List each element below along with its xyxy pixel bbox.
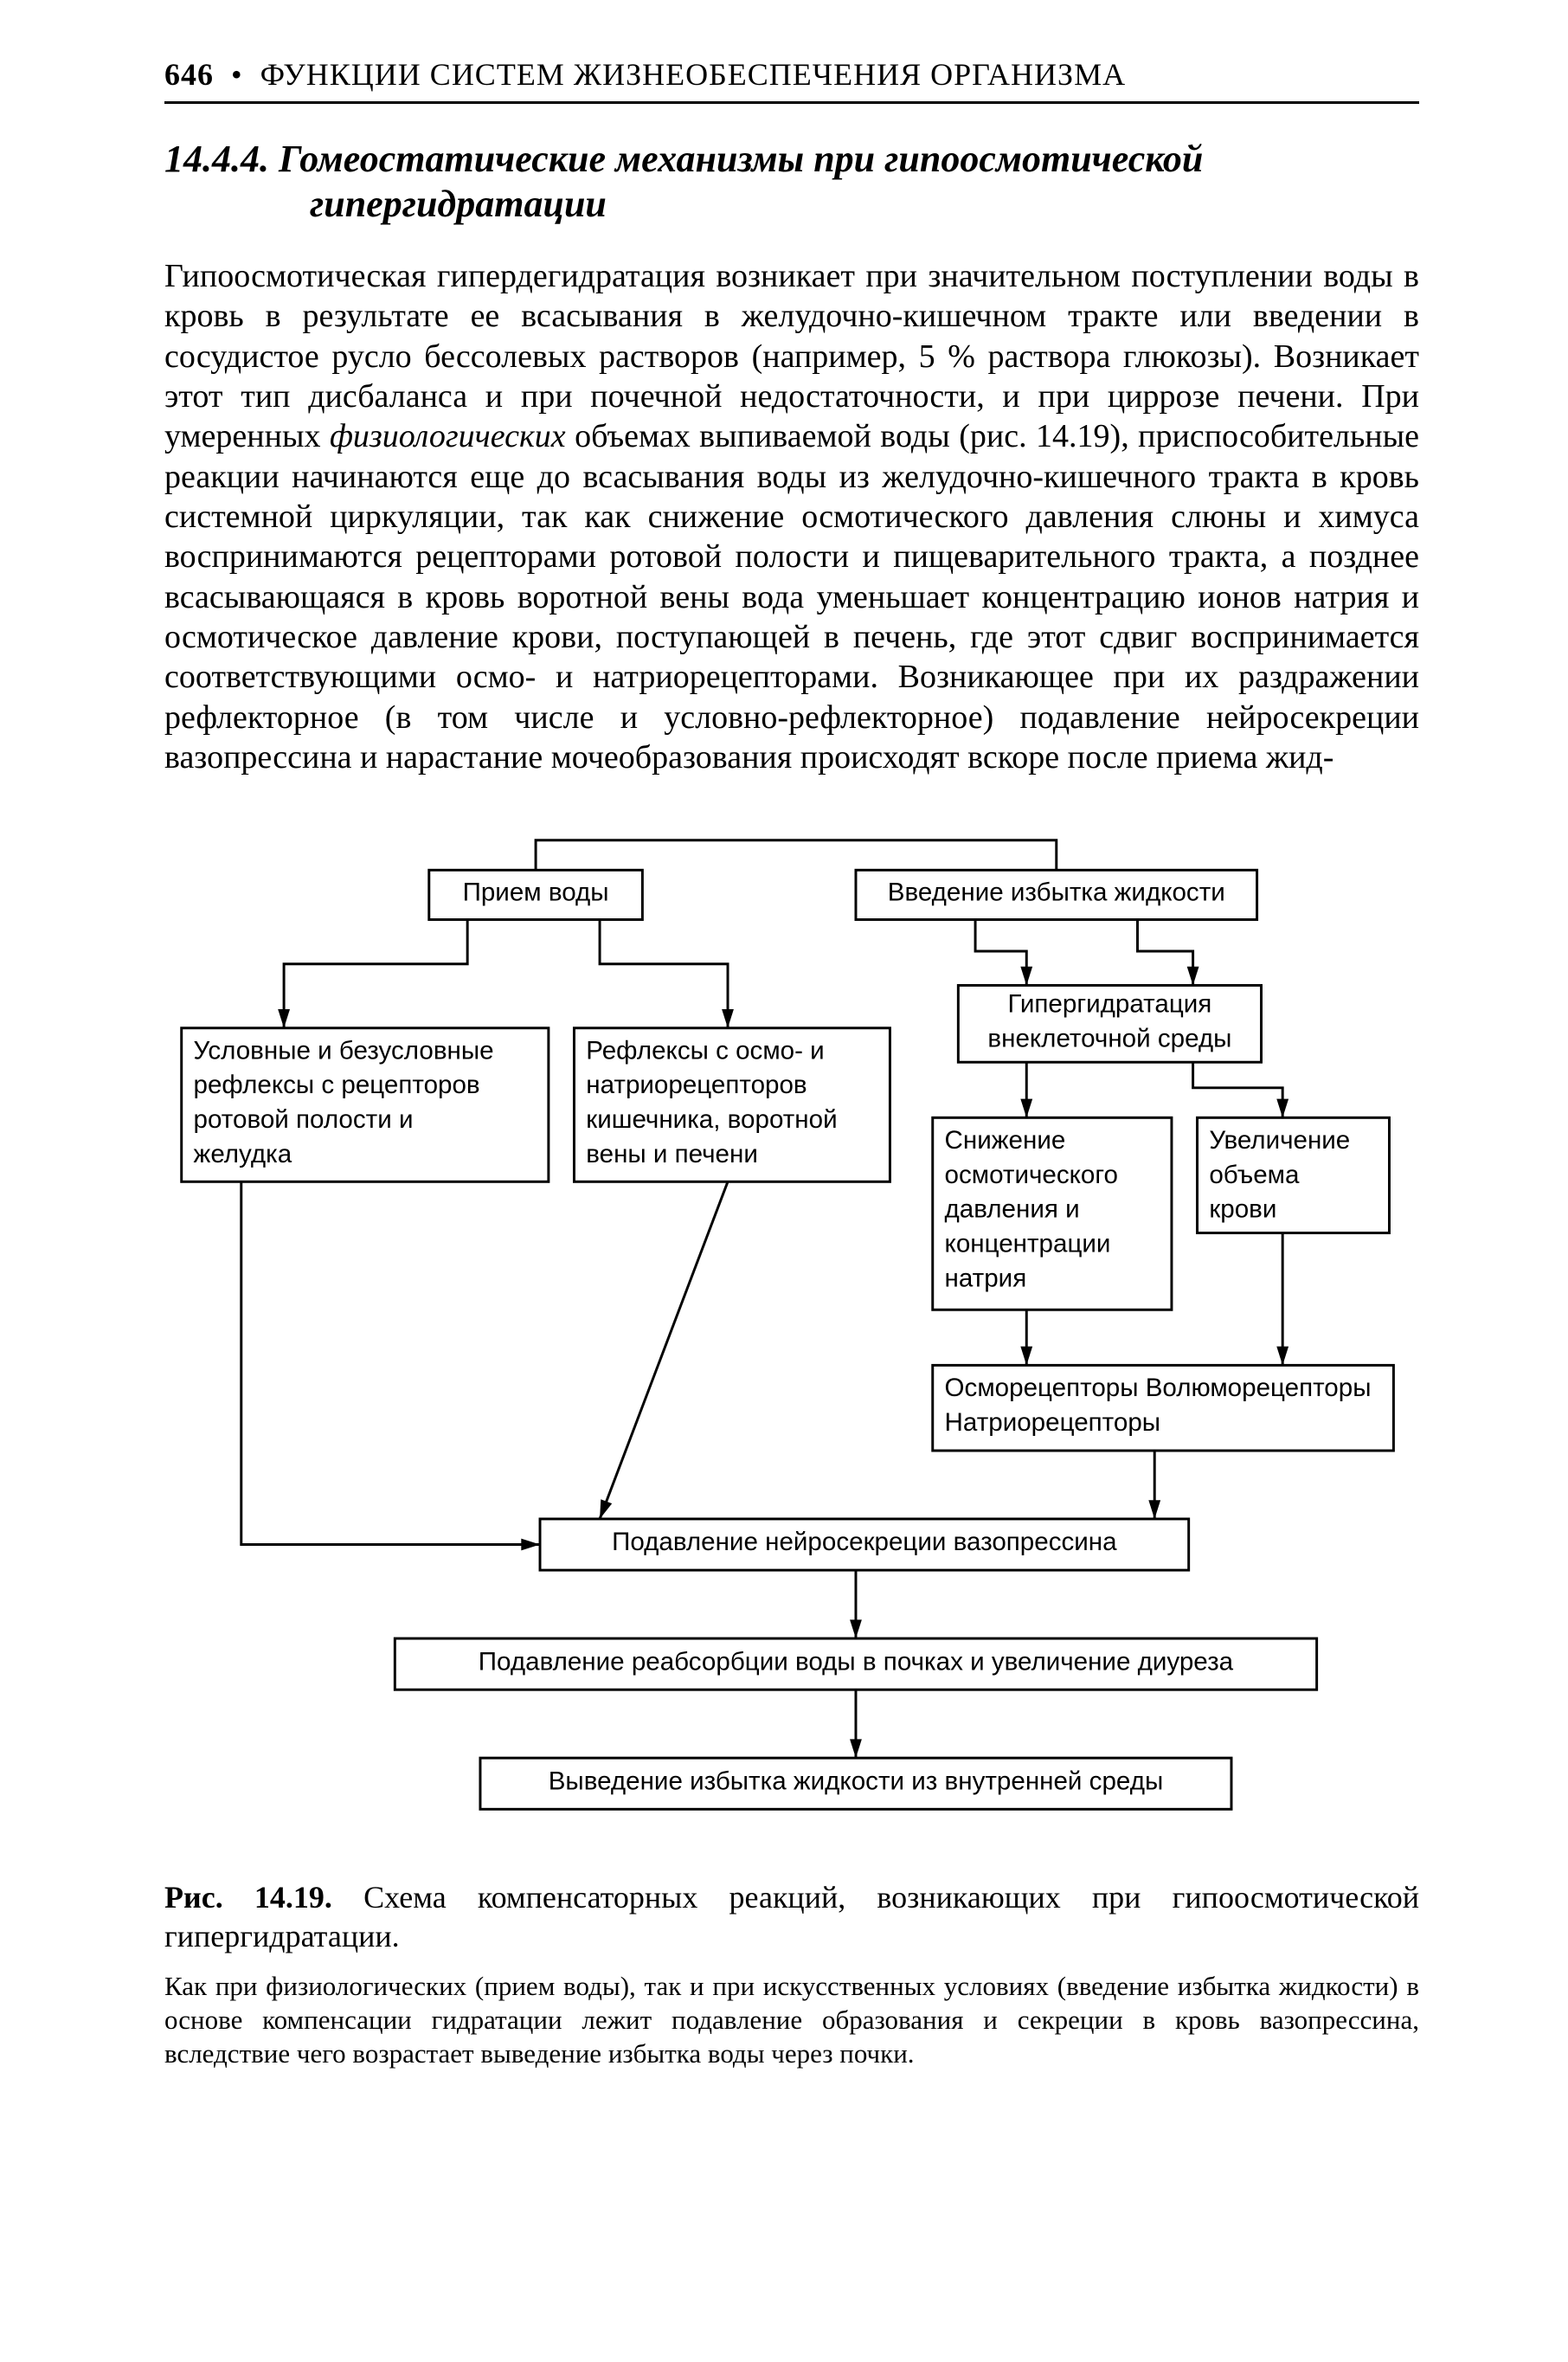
flow-node-label: натрия bbox=[945, 1265, 1027, 1293]
flow-node-label: Рефлексы с осмо- и bbox=[586, 1037, 824, 1065]
section-title-line2: гипергидратации bbox=[164, 182, 1419, 227]
flow-node-label: Подавление реабсорбции воды в почках и у… bbox=[479, 1648, 1234, 1677]
arrowhead-icon bbox=[1020, 1347, 1032, 1366]
flow-node-label: объема bbox=[1209, 1161, 1300, 1189]
flow-node-n2: Введение избытка жидкости bbox=[856, 871, 1257, 920]
figure-label: Рис. 14.19. bbox=[164, 1880, 332, 1915]
arrowhead-icon bbox=[600, 1500, 612, 1520]
flow-node-n6: Снижение осмотического давления и концентра… bbox=[933, 1118, 1172, 1310]
arrowhead-icon bbox=[521, 1539, 540, 1551]
arrowhead-icon bbox=[1276, 1099, 1288, 1118]
flow-edge bbox=[1193, 1063, 1283, 1118]
arrowhead-icon bbox=[1020, 1099, 1032, 1118]
flow-node-label: Увеличение bbox=[1209, 1126, 1350, 1155]
flow-node-n9: Подавление нейросекреции вазопрессина bbox=[540, 1519, 1189, 1570]
flow-node-label: Натриорецепторы bbox=[945, 1408, 1160, 1437]
flow-node-label: Выведение избытка жидкости из внутренней… bbox=[549, 1767, 1164, 1796]
figure-note-text: Как при физиологических (прием воды), та… bbox=[164, 1971, 1419, 2069]
flow-node-n3: Условные и безусловные рефлексы с рецепто… bbox=[182, 1028, 549, 1182]
flow-node-n5: Гипергидратация внеклеточной среды bbox=[958, 986, 1261, 1063]
flow-node-label: Осморецепторы Волюморецепторы bbox=[945, 1374, 1372, 1402]
flow-node-label: давления и bbox=[945, 1195, 1080, 1224]
para-em: физиологических bbox=[330, 418, 566, 454]
flow-node-n8: Осморецепторы Волюморецепторы Натриорецеп… bbox=[933, 1366, 1394, 1451]
flow-edge bbox=[284, 920, 467, 1028]
figure-note: Как при физиологических (прием воды), та… bbox=[164, 1970, 1419, 2070]
flow-node-n4: Рефлексы с осмо- и натриорецепторов кишечн… bbox=[574, 1028, 890, 1182]
flow-node-label: кишечника, воротной bbox=[586, 1106, 837, 1135]
flow-node-label: Подавление нейросекреции вазопрессина bbox=[612, 1529, 1117, 1557]
flow-node-n11: Выведение избытка жидкости из внутренней… bbox=[480, 1759, 1231, 1810]
flow-node-n1: Прием воды bbox=[429, 871, 643, 920]
section-number: 14.4.4. bbox=[164, 138, 269, 180]
flow-node-label: вены и печени bbox=[586, 1141, 758, 1169]
flow-edge bbox=[241, 1182, 540, 1545]
para-after-em: объемах выпиваемой воды (рис. 14.19), пр… bbox=[164, 418, 1419, 776]
flow-node-label: Снижение bbox=[945, 1126, 1066, 1155]
figure-caption: Рис. 14.19. Схема компенсаторных реакций… bbox=[164, 1878, 1419, 1956]
flow-edge bbox=[975, 920, 1026, 986]
flow-edge bbox=[1137, 920, 1192, 986]
flow-node-label: Прием воды bbox=[463, 879, 609, 907]
flow-node-n7: Увеличение объема крови bbox=[1198, 1118, 1390, 1233]
figure-caption-text: Схема компенсаторных реакций, возникающи… bbox=[164, 1880, 1419, 1953]
running-head: 646 • ФУНКЦИИ СИСТЕМ ЖИЗНЕОБЕСПЕЧЕНИЯ ОР… bbox=[164, 56, 1419, 93]
arrowhead-icon bbox=[1148, 1501, 1160, 1520]
running-title: ФУНКЦИИ СИСТЕМ ЖИЗНЕОБЕСПЕЧЕНИЯ ОРГАНИЗМ… bbox=[260, 57, 1126, 92]
flow-edge bbox=[536, 840, 1057, 871]
figure-14-19: Прием воды Введение избытка жидкости Услов… bbox=[164, 812, 1419, 1842]
arrowhead-icon bbox=[722, 1010, 734, 1029]
flow-node-label: ротовой полости и bbox=[194, 1106, 414, 1135]
arrowhead-icon bbox=[1276, 1347, 1288, 1366]
arrowhead-icon bbox=[850, 1620, 862, 1639]
arrowhead-icon bbox=[850, 1740, 862, 1759]
flow-node-label: крови bbox=[1209, 1195, 1276, 1224]
flow-node-label: осмотического bbox=[945, 1161, 1118, 1189]
flow-edge bbox=[600, 920, 728, 1028]
page-number: 646 bbox=[164, 57, 214, 92]
section-heading: 14.4.4. Гомеостатические механизмы при г… bbox=[164, 137, 1419, 227]
section-title-line1: Гомеостатические механизмы при гипоосмот… bbox=[279, 138, 1203, 180]
flow-edge bbox=[600, 1182, 728, 1520]
arrowhead-icon bbox=[278, 1010, 290, 1029]
header-dot: • bbox=[222, 57, 252, 92]
arrowhead-icon bbox=[1187, 967, 1199, 986]
flow-node-n10: Подавление реабсорбции воды в почках и у… bbox=[395, 1639, 1316, 1690]
flow-node-label: Условные и безусловные bbox=[194, 1037, 494, 1065]
body-paragraph: Гипоосмотическая гипердегидратация возни… bbox=[164, 256, 1419, 778]
flow-node-label: концентрации bbox=[945, 1230, 1111, 1258]
flow-node-label: внеклеточной среды bbox=[987, 1025, 1231, 1053]
flow-node-label: натриорецепторов bbox=[586, 1072, 806, 1100]
flowchart-svg: Прием воды Введение избытка жидкости Услов… bbox=[164, 812, 1419, 1842]
flow-node-label: желудка bbox=[194, 1141, 292, 1169]
flow-node-label: Введение избытка жидкости bbox=[888, 879, 1225, 907]
arrowhead-icon bbox=[1020, 967, 1032, 986]
header-rule bbox=[164, 101, 1419, 104]
flow-node-label: рефлексы с рецепторов bbox=[194, 1072, 480, 1100]
flow-node-label: Гипергидратация bbox=[1008, 990, 1212, 1019]
